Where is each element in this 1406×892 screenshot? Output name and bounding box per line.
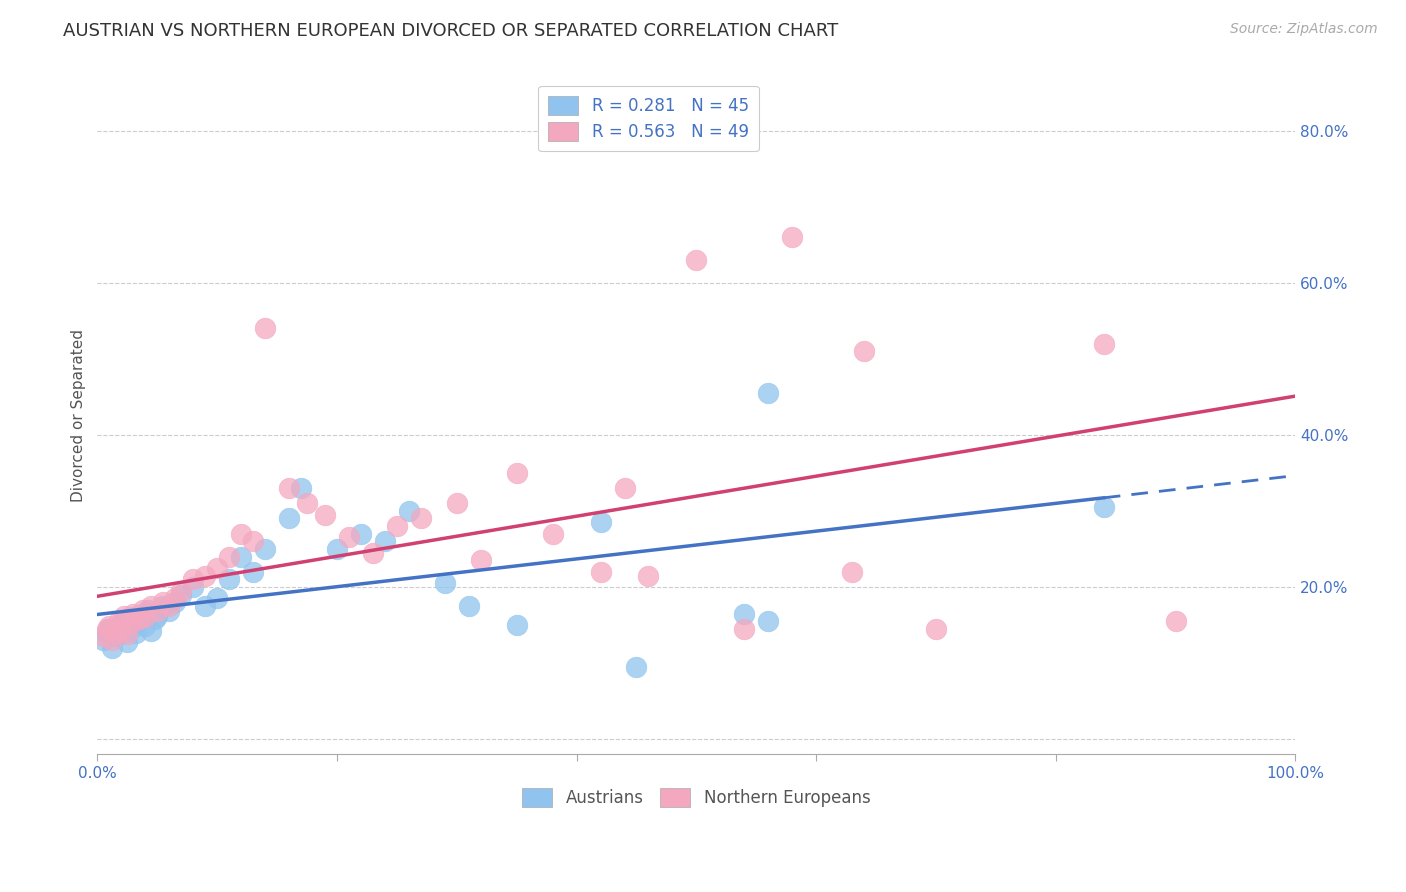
Point (218, 572, 240, 586)
Point (194, 599, 217, 613)
Point (125, 625, 148, 640)
Point (141, 599, 163, 613)
Point (589, 565, 612, 579)
Point (136, 603, 159, 617)
Point (290, 481, 312, 495)
Point (93, 629, 115, 643)
Point (170, 583, 193, 598)
Point (218, 549, 240, 564)
Point (132, 607, 155, 621)
Point (98, 619, 121, 633)
Y-axis label: Divorced or Separated: Divorced or Separated (72, 329, 86, 502)
Point (110, 627, 132, 641)
Point (242, 534, 264, 549)
Point (1092, 336, 1115, 351)
Point (295, 496, 318, 510)
Point (337, 531, 360, 545)
Point (589, 516, 612, 530)
Point (278, 511, 301, 525)
Point (122, 610, 145, 624)
Point (165, 591, 187, 606)
Point (541, 526, 564, 541)
Point (117, 627, 139, 641)
Point (205, 561, 228, 575)
Point (278, 481, 301, 495)
Point (110, 624, 132, 638)
Point (326, 541, 349, 556)
Point (93, 633, 115, 648)
Point (120, 616, 142, 631)
Point (505, 466, 527, 480)
Point (254, 541, 277, 556)
Point (96, 625, 118, 640)
Point (181, 572, 204, 586)
Point (242, 565, 264, 579)
Point (132, 603, 155, 617)
Text: AUSTRIAN VS NORTHERN EUROPEAN DIVORCED OR SEPARATED CORRELATION CHART: AUSTRIAN VS NORTHERN EUROPEAN DIVORCED O… (63, 22, 838, 40)
Point (733, 607, 755, 621)
Point (170, 588, 193, 602)
Point (143, 612, 166, 626)
Point (157, 599, 180, 613)
Point (108, 614, 131, 628)
Point (626, 659, 648, 673)
Point (254, 321, 277, 335)
Point (205, 591, 228, 606)
Point (128, 614, 150, 628)
Point (853, 344, 876, 359)
Point (146, 608, 169, 623)
Point (350, 526, 373, 541)
Point (117, 634, 139, 648)
Point (385, 519, 408, 533)
Point (756, 386, 779, 401)
Point (1092, 500, 1115, 514)
Point (122, 607, 145, 621)
Point (152, 599, 174, 613)
Point (104, 625, 127, 640)
Point (112, 608, 135, 623)
Point (685, 252, 707, 267)
Point (1164, 614, 1187, 628)
Point (98, 622, 121, 636)
Point (229, 526, 252, 541)
Point (104, 629, 127, 643)
Point (925, 622, 948, 636)
Text: Source: ZipAtlas.com: Source: ZipAtlas.com (1230, 22, 1378, 37)
Point (96, 622, 118, 636)
Point (134, 610, 156, 624)
Point (134, 619, 156, 633)
Point (229, 549, 252, 564)
Point (470, 553, 492, 567)
Point (374, 534, 396, 549)
Point (194, 568, 217, 582)
Point (146, 604, 169, 618)
Point (433, 576, 456, 591)
Point (398, 504, 420, 518)
Point (100, 633, 122, 648)
Legend: Austrians, Northern Europeans: Austrians, Northern Europeans (516, 781, 877, 814)
Point (756, 614, 779, 628)
Point (409, 511, 432, 525)
Point (120, 622, 142, 636)
Point (181, 580, 204, 594)
Point (780, 230, 803, 244)
Point (157, 604, 180, 618)
Point (637, 568, 659, 582)
Point (100, 640, 122, 655)
Point (457, 599, 479, 613)
Point (505, 618, 527, 632)
Point (152, 595, 174, 609)
Point (361, 546, 384, 560)
Point (446, 496, 468, 510)
Point (733, 622, 755, 636)
Point (165, 595, 187, 609)
Point (613, 481, 636, 495)
Point (112, 614, 135, 628)
Point (314, 508, 336, 522)
Point (128, 612, 150, 626)
Point (141, 624, 163, 638)
Point (108, 618, 131, 632)
Point (841, 565, 863, 579)
